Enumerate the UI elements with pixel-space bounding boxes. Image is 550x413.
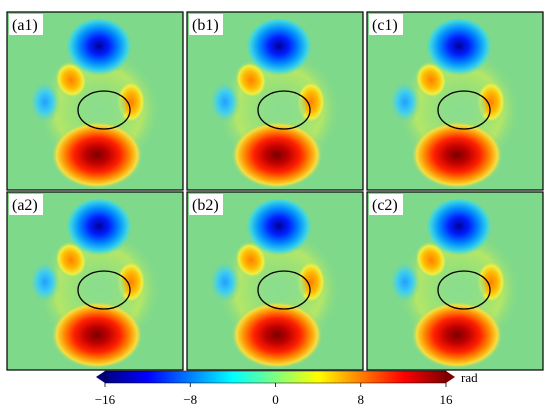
panel-frame [366,11,544,191]
panel-label-background [189,194,223,215]
colorbar-unit-label: rad [461,370,478,385]
phase-map [6,11,184,191]
panel-label: (b2) [192,197,219,214]
panel-a1: (a1) [6,11,184,191]
panel-label: (b1) [192,17,219,34]
panel-label-background [189,14,223,35]
colorbar-tick-label: 0 [272,392,279,407]
panel-label: (a2) [12,197,38,214]
panel-label: (c2) [372,197,398,214]
phase-map [186,11,364,191]
panel-b1: (b1) [186,11,364,191]
panel-label: (a1) [12,17,38,34]
colorbar-tick-label: 16 [440,392,454,407]
phase-map [366,11,544,191]
panel-frame [366,191,544,371]
panel-c1: (c1) [366,11,544,191]
phase-map [366,191,544,371]
panel-a2: (a2) [6,191,184,371]
colorbar-tick-label: −8 [183,392,197,407]
panel-label-background [9,14,43,35]
panel-frame [186,11,364,191]
panel-frame [186,191,364,371]
phase-map [6,191,184,371]
panel-label-background [369,194,403,215]
panel-c2: (c2) [366,191,544,371]
colorbar-right-arrow [446,371,455,383]
colorbar-gradient [104,370,447,384]
colorbar-tick-label: −16 [95,392,116,407]
colorbar-tick-label: 8 [358,392,365,407]
colorbar-left-arrow [96,371,105,383]
panel-label-background [369,14,403,35]
panel-label-background [9,194,43,215]
phase-map [186,191,364,371]
colorbar: −16 −8 0 8 16 rad [95,370,478,407]
panel-b2: (b2) [186,191,364,371]
panel-frame [6,11,184,191]
panel-label: (c1) [372,17,398,34]
panel-frame [6,191,184,371]
